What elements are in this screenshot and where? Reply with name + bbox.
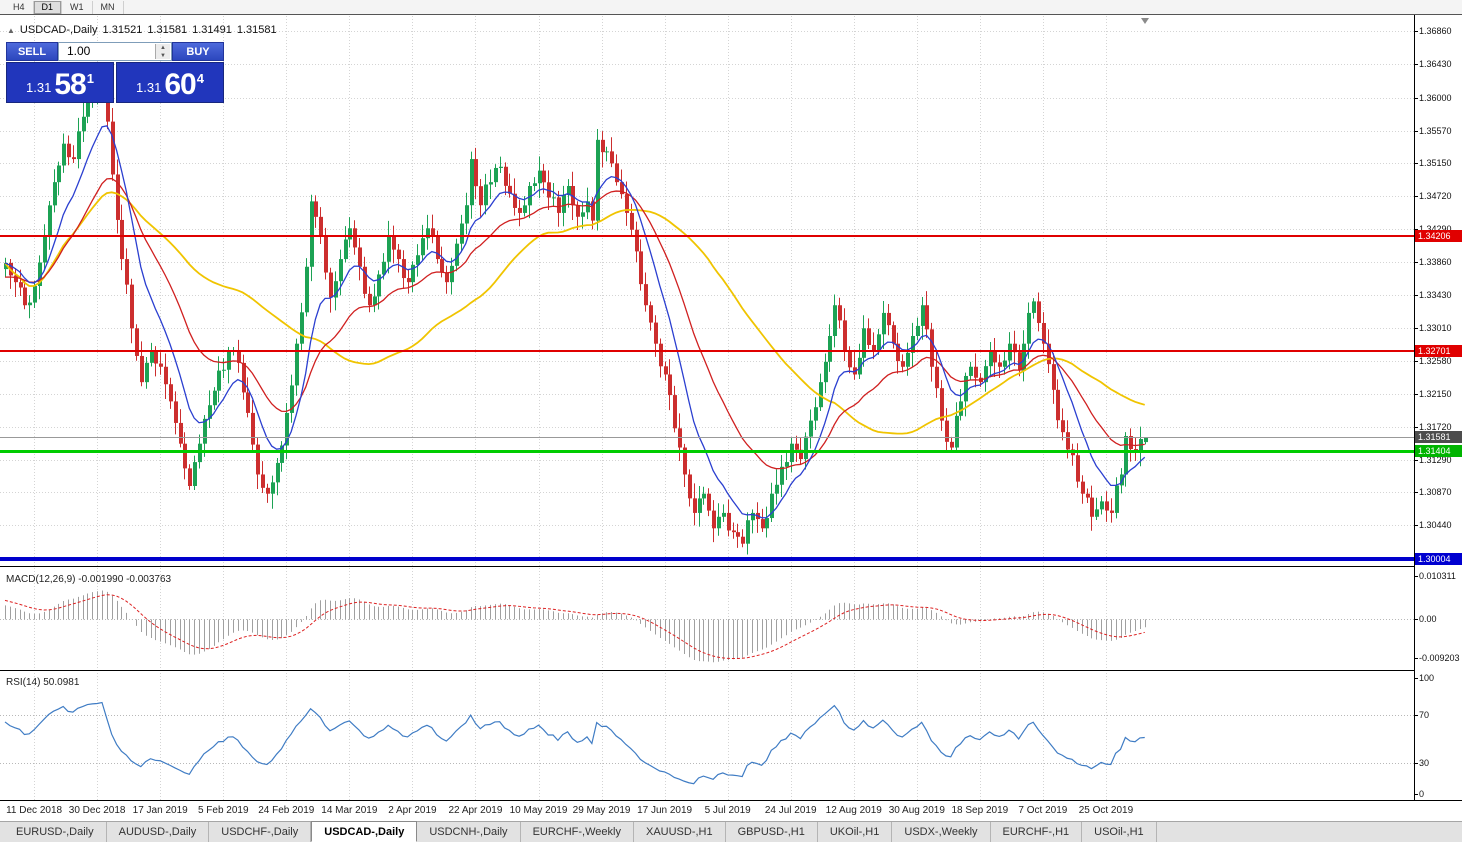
ohlc-close: 1.31581 xyxy=(236,24,277,36)
chart-tab-usdx-weekly[interactable]: USDX-,Weekly xyxy=(892,822,991,842)
date-label: 17 Jan 2019 xyxy=(132,805,188,816)
ohlc-open: 1.31521 xyxy=(102,24,143,36)
chart-symbol-label: USDCAD-,Daily xyxy=(19,24,98,36)
rsi-indicator-label: RSI(14) 50.0981 xyxy=(6,677,80,688)
price-level-badge: 1.31404 xyxy=(1415,445,1462,458)
sell-price-sup: 1 xyxy=(86,71,94,86)
volume-up-arrow-icon[interactable]: ▲ xyxy=(160,45,166,51)
price-tick-label: 1.30440 xyxy=(1415,520,1452,531)
chart-tabs-bar: EURUSD-,Daily AUDUSD-,Daily USDCHF-,Daily U… xyxy=(0,821,1462,842)
price-level-badge: 1.32701 xyxy=(1415,345,1462,358)
chart-tab-eurchf-weekly[interactable]: EURCHF-,Weekly xyxy=(520,822,634,842)
ohlc-high: 1.31581 xyxy=(147,24,188,36)
chart-ohlc-header: ▲ USDCAD-,Daily 1.31521 1.31581 1.31491 1.315… xyxy=(7,24,282,36)
price-level-badge: 1.31581 xyxy=(1415,431,1462,444)
price-tick-label: 1.33010 xyxy=(1415,322,1452,333)
buy-price-sup: 4 xyxy=(196,71,204,86)
chart-tab-usdcad-daily[interactable]: USDCAD-,Daily xyxy=(311,821,418,842)
sell-price-big: 58 xyxy=(54,68,86,101)
chart-tab-eurusd-daily[interactable]: EURUSD-,Daily xyxy=(4,822,107,842)
price-level-badge: 1.34206 xyxy=(1415,229,1462,242)
ohlc-low: 1.31491 xyxy=(192,24,232,36)
timeframe-button-h4[interactable]: H4 xyxy=(5,0,34,14)
rsi-axis-label: 30 xyxy=(1414,758,1430,769)
price-tick-label: 1.31720 xyxy=(1415,421,1452,432)
chart-tab-eurchf-h1[interactable]: EURCHF-,H1 xyxy=(990,822,1083,842)
volume-value: 1.00 xyxy=(67,44,91,58)
rsi-axis-label: 100 xyxy=(1414,673,1435,683)
rsi-panel-divider[interactable] xyxy=(0,670,1462,671)
macd-axis-label: 0.010311 xyxy=(1415,571,1456,581)
macd-panel-divider[interactable] xyxy=(0,566,1462,567)
timeframe-button-mn[interactable]: MN xyxy=(93,0,124,14)
price-tick-label: 1.33430 xyxy=(1415,290,1452,301)
buy-price-big: 60 xyxy=(164,68,196,101)
date-label: 10 May 2019 xyxy=(509,805,568,816)
chart-tab-usdchf-daily[interactable]: USDCHF-,Daily xyxy=(209,822,312,842)
timeframe-button-d1[interactable]: D1 xyxy=(33,0,63,14)
date-label: 5 Jul 2019 xyxy=(704,805,751,816)
volume-input[interactable]: 1.00 ▲ ▼ xyxy=(58,42,172,61)
date-label: 12 Aug 2019 xyxy=(825,805,882,816)
date-label: 5 Feb 2019 xyxy=(197,805,249,816)
date-label: 30 Aug 2019 xyxy=(888,805,945,816)
date-label: 2 Apr 2019 xyxy=(388,805,437,816)
one-click-trading-panel: SELL 1.00 ▲ ▼ BUY 1.31 58 1 1.31 60 4 xyxy=(6,42,224,103)
volume-spinner: ▲ ▼ xyxy=(155,44,170,59)
price-level-badge: 1.30004 xyxy=(1415,552,1462,565)
macd-indicator-label: MACD(12,26,9) -0.001990 -0.003763 xyxy=(6,574,172,585)
price-chart-canvas[interactable] xyxy=(0,15,1414,800)
macd-axis-label: -0.009203 xyxy=(1415,653,1460,663)
chart-tab-gbpusd-h1[interactable]: GBPUSD-,H1 xyxy=(725,822,818,842)
chart-tab-usdcnh-daily[interactable]: USDCNH-,Daily xyxy=(417,822,521,842)
price-tick-label: 1.33860 xyxy=(1415,257,1452,268)
date-axis[interactable]: 11 Dec 2018 30 Dec 2018 17 Jan 2019 5 Feb 2… xyxy=(0,800,1462,821)
date-label: 24 Feb 2019 xyxy=(258,805,315,816)
timeframe-button-w1[interactable]: W1 xyxy=(62,0,93,14)
chart-region: ▲ USDCAD-,Daily 1.31521 1.31581 1.31491 1.315… xyxy=(0,15,1462,800)
date-label: 22 Apr 2019 xyxy=(448,805,503,816)
timeframe-toolbar: H4 D1 W1 MN xyxy=(0,0,1462,15)
date-label: 30 Dec 2018 xyxy=(68,805,126,816)
date-label: 18 Sep 2019 xyxy=(951,805,1009,816)
chart-tab-audusd-daily[interactable]: AUDUSD-,Daily xyxy=(106,822,210,842)
price-tick-label: 1.36430 xyxy=(1415,59,1452,70)
chart-tab-usoil-h1[interactable]: USOil-,H1 xyxy=(1082,822,1157,842)
sell-button[interactable]: SELL xyxy=(6,42,58,61)
buy-price-box[interactable]: 1.31 60 4 xyxy=(116,62,224,103)
date-label: 11 Dec 2018 xyxy=(6,805,63,816)
date-label: 29 May 2019 xyxy=(572,805,631,816)
sell-price-box[interactable]: 1.31 58 1 xyxy=(6,62,114,103)
price-tick-label: 1.31290 xyxy=(1415,454,1452,465)
one-click-collapse-arrow-icon[interactable]: ▲ xyxy=(7,26,15,35)
rsi-axis-label: 0 xyxy=(1414,789,1425,799)
date-label: 14 Mar 2019 xyxy=(321,805,378,816)
date-label: 7 Oct 2019 xyxy=(1018,805,1068,816)
date-label: 17 Jun 2019 xyxy=(637,805,693,816)
price-tick-label: 1.35150 xyxy=(1415,157,1452,168)
price-tick-label: 1.36860 xyxy=(1415,26,1452,37)
price-tick-label: 1.32580 xyxy=(1415,355,1452,366)
buy-price-base: 1.31 xyxy=(136,80,162,95)
date-label: 25 Oct 2019 xyxy=(1078,805,1134,816)
price-tick-label: 1.30870 xyxy=(1415,487,1452,498)
sell-price-base: 1.31 xyxy=(26,80,52,95)
price-tick-label: 1.35570 xyxy=(1415,125,1452,136)
buy-button[interactable]: BUY xyxy=(172,42,224,61)
macd-axis-label: 0.00 xyxy=(1415,614,1437,625)
chart-tab-ukoil-h1[interactable]: UKOil-,H1 xyxy=(817,822,893,842)
price-scale[interactable]: 1.36860 1.36430 1.36000 1.35570 1.35150 1.347… xyxy=(1414,15,1462,800)
rsi-axis-label: 70 xyxy=(1414,709,1430,720)
price-tick-label: 1.32150 xyxy=(1415,388,1452,399)
chart-tab-xauusd-h1[interactable]: XAUUSD-,H1 xyxy=(633,822,726,842)
price-tick-label: 1.36000 xyxy=(1415,92,1452,103)
chart-shift-marker-icon xyxy=(1141,18,1149,24)
date-label: 24 Jul 2019 xyxy=(764,805,817,816)
volume-down-arrow-icon[interactable]: ▼ xyxy=(160,53,166,59)
price-tick-label: 1.34720 xyxy=(1415,191,1452,201)
